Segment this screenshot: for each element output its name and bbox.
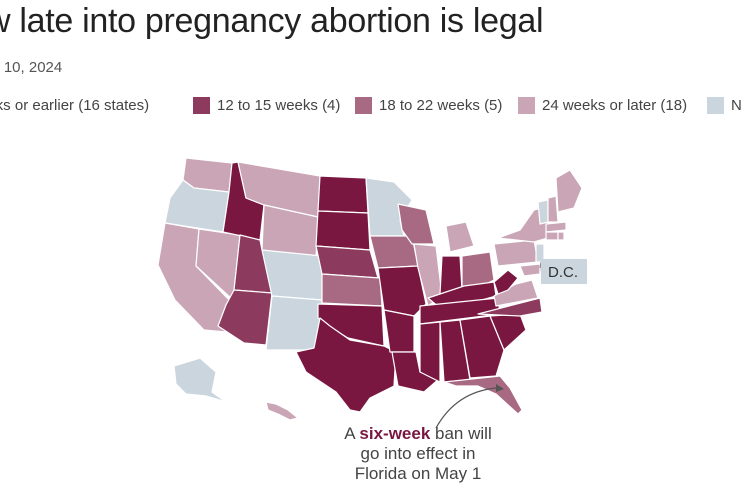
- legend-swatch: [518, 97, 535, 114]
- state-michigan: [445, 221, 475, 253]
- state-missouri: [377, 265, 427, 317]
- state-south-dakota: [315, 210, 371, 251]
- dc-label: D.C.: [548, 264, 578, 281]
- state-north-dakota: [317, 175, 369, 214]
- state-texas: [295, 317, 397, 413]
- legend-label: 24 weeks or later (18): [542, 97, 688, 114]
- annotation-line-1: A six-week ban will: [318, 424, 518, 444]
- annotation-arrowhead: [496, 384, 504, 392]
- legend-label: eeks or earlier (16 states): [0, 97, 150, 114]
- state-hawaii: [265, 401, 299, 421]
- chart-title: w late into pregnancy abortion is legal: [0, 2, 544, 40]
- state-nebraska: [315, 245, 379, 279]
- state-west-virginia: [493, 269, 519, 295]
- state-wisconsin: [397, 203, 435, 245]
- state-new-hampshire: [547, 195, 559, 223]
- annotation-line-3: Florida on May 1: [354, 464, 482, 483]
- state-rhode-island: [557, 231, 565, 241]
- state-georgia: [459, 315, 505, 379]
- state-massachusetts: [545, 221, 567, 233]
- state-alaska: [173, 357, 227, 403]
- state-vermont: [537, 199, 549, 225]
- state-florida: [443, 375, 523, 415]
- state-maryland: [519, 263, 541, 277]
- annotation-suffix: ban will: [430, 424, 492, 443]
- state-connecticut: [545, 231, 559, 241]
- legend-label: N: [731, 97, 741, 114]
- state-kansas: [321, 273, 383, 307]
- state-new-mexico: [265, 295, 323, 351]
- florida-annotation: A six-week ban will go into effect in Fl…: [318, 424, 518, 484]
- legend-label: 18 to 22 weeks (5): [379, 97, 503, 114]
- dc-label-box: [541, 259, 587, 284]
- state-virginia: [493, 279, 539, 307]
- legend-swatch: [355, 97, 372, 114]
- annotation-highlight: six-week: [359, 424, 431, 443]
- legend-swatch: [193, 97, 210, 114]
- legend: eeks or earlier (16 states) 12 to 15 wee…: [0, 96, 741, 118]
- state-colorado: [261, 249, 323, 301]
- state-arkansas: [383, 309, 415, 353]
- date-label: ril 10, 2024: [0, 59, 63, 76]
- annotation-arrow: [435, 387, 497, 429]
- state-north-carolina: [477, 297, 543, 317]
- legend-swatch: [707, 97, 724, 114]
- state-mississippi: [419, 321, 441, 383]
- dc-leader-line: [539, 261, 542, 269]
- state-pennsylvania: [493, 239, 539, 267]
- annotation-prefix: A: [344, 424, 360, 443]
- state-maine: [555, 169, 583, 213]
- legend-label: 12 to 15 weeks (4): [217, 97, 341, 114]
- annotation-line-2: go into effect in: [360, 444, 476, 463]
